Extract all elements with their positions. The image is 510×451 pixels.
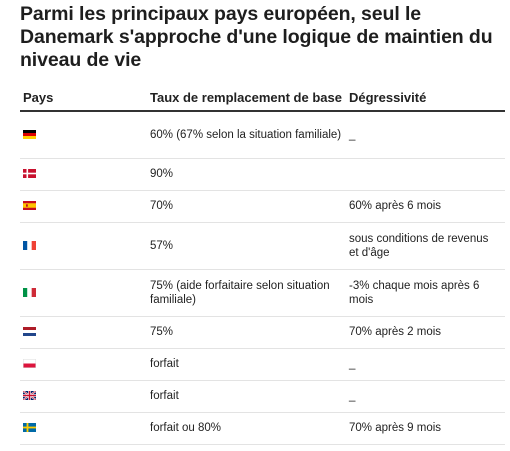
germany-flag-icon [23,130,36,140]
pays-cell [20,316,147,349]
degressivite-cell: 60% après 6 mois [346,190,505,223]
chart-title: Parmi les principaux pays européen, seul… [20,3,493,71]
degressivite-cell [346,158,505,191]
taux-cell: 75% (aide forfaitaire selon situation fa… [147,269,346,317]
denmark-flag-icon [23,169,36,179]
table-row: 57% sous conditions de revenus et d'âge [20,222,505,270]
table-row: forfait _ [20,380,505,413]
pays-cell [20,222,147,270]
pays-cell [20,412,147,445]
degressivite-cell: _ [346,348,505,381]
united-kingdom-flag-icon [23,391,36,401]
comparison-table: Pays Taux de remplacement de base Dégres… [20,68,505,445]
italy-flag-icon [23,287,36,297]
column-header-pays: Pays [20,68,147,112]
taux-cell: forfait [147,380,346,413]
pays-cell [20,269,147,317]
poland-flag-icon [23,359,36,369]
france-flag-icon [23,240,36,250]
table-row: forfait _ [20,348,505,381]
taux-cell: forfait [147,348,346,381]
column-header-taux: Taux de remplacement de base [147,68,346,112]
comparison-table-container: Pays Taux de remplacement de base Dégres… [20,68,505,445]
degressivite-cell: 70% après 2 mois [346,316,505,349]
degressivite-cell: _ [346,111,505,159]
pays-cell [20,380,147,413]
degressivite-cell: -3% chaque mois après 6 mois [346,269,505,317]
pays-cell [20,190,147,223]
table-row: forfait ou 80% 70% après 9 mois [20,412,505,445]
pays-cell [20,348,147,381]
taux-cell: 75% [147,316,346,349]
table-row: 70% 60% après 6 mois [20,190,505,223]
taux-cell: forfait ou 80% [147,412,346,445]
sweden-flag-icon [23,423,36,433]
degressivite-cell: _ [346,380,505,413]
netherlands-flag-icon [23,327,36,337]
degressivite-cell: 70% après 9 mois [346,412,505,445]
table-row: 75% 70% après 2 mois [20,316,505,349]
pays-cell [20,158,147,191]
taux-cell: 60% (67% selon la situation familiale) [147,111,346,159]
degressivite-cell: sous conditions de revenus et d'âge [346,222,505,270]
table-row: 75% (aide forfaitaire selon situation fa… [20,269,505,317]
spain-flag-icon [23,201,36,211]
taux-cell: 90% [147,158,346,191]
table-header-row: Pays Taux de remplacement de base Dégres… [20,68,505,112]
taux-cell: 57% [147,222,346,270]
table-row: 90% [20,158,505,191]
taux-cell: 70% [147,190,346,223]
table-row: 60% (67% selon la situation familiale) _ [20,111,505,159]
column-header-degressivite: Dégressivité [346,68,505,112]
pays-cell [20,111,147,159]
